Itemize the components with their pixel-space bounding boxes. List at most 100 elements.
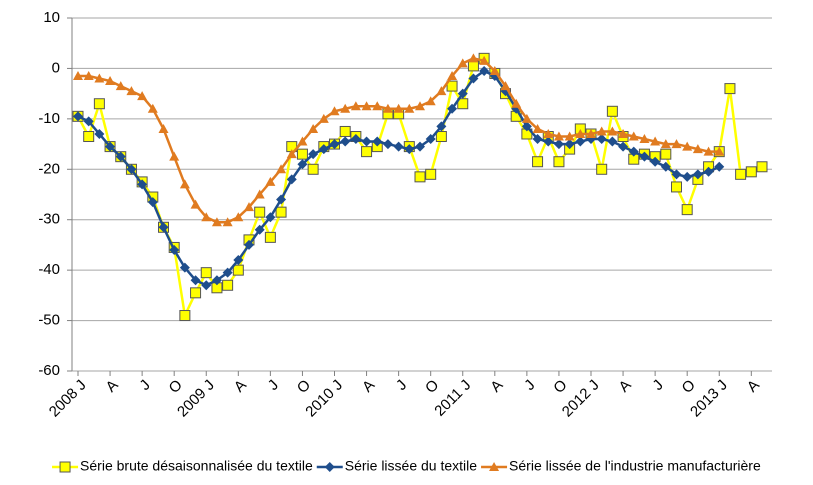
point [404, 144, 415, 155]
point [639, 151, 650, 162]
point [222, 279, 234, 291]
point [115, 81, 126, 91]
x-tick-label: 2009 J [174, 377, 218, 421]
point [564, 131, 575, 141]
point [436, 86, 447, 96]
point [586, 128, 596, 138]
point [467, 60, 479, 72]
point [468, 73, 479, 84]
point [361, 146, 373, 158]
point [179, 310, 191, 322]
point [489, 65, 500, 75]
point [190, 275, 201, 286]
point [105, 141, 116, 152]
x-tick-label: 2010 J [302, 377, 346, 421]
point [607, 136, 618, 147]
point [745, 166, 757, 178]
legend: Série brute désaisonnalisée du textile Sé… [52, 458, 761, 474]
legend-marker [489, 462, 500, 471]
x-tick-label: 2011 J [431, 377, 474, 420]
point [382, 103, 393, 113]
y-tick-label: 10 [43, 9, 60, 26]
point [553, 156, 565, 168]
x-tick-label: J [136, 377, 153, 394]
point [276, 194, 287, 205]
point [308, 123, 319, 133]
point [457, 58, 468, 68]
point [233, 212, 244, 222]
point [425, 96, 436, 106]
legend-label: Série lissée de l'industrie manufacturiè… [509, 458, 761, 474]
point [606, 105, 618, 117]
point [83, 70, 94, 80]
point [671, 139, 682, 149]
point [479, 55, 490, 65]
point [500, 81, 511, 91]
point [340, 136, 351, 147]
point [318, 113, 329, 123]
point [660, 161, 671, 172]
point [254, 189, 265, 199]
point [447, 103, 458, 114]
point [329, 106, 340, 116]
y-tick-label: -60 [38, 362, 60, 379]
x-tick-label: J [521, 377, 538, 394]
x-tick-label: J [265, 377, 282, 394]
point [350, 134, 361, 145]
point [276, 164, 287, 174]
point [724, 83, 736, 95]
point [553, 139, 564, 150]
point [254, 224, 265, 235]
point [296, 148, 308, 160]
point [169, 244, 180, 255]
x-tick-label: 2013 J [687, 377, 731, 421]
x-tick-label: O [550, 377, 570, 397]
point [115, 151, 126, 162]
y-tick-label: -30 [38, 211, 60, 228]
point [521, 121, 532, 132]
point [682, 171, 693, 182]
point [286, 174, 297, 185]
point [435, 131, 447, 143]
point [179, 179, 190, 189]
point [275, 206, 287, 218]
point [457, 88, 468, 99]
point [318, 144, 329, 155]
point [447, 70, 458, 80]
x-tick-label: A [359, 377, 378, 396]
point [169, 151, 180, 161]
legend-marker [324, 462, 335, 472]
point [393, 103, 404, 113]
point [671, 181, 682, 193]
point [425, 168, 437, 180]
point [297, 159, 308, 170]
point [393, 141, 404, 152]
point [339, 125, 351, 137]
point [126, 86, 137, 96]
legend-label: Série lissée du textile [345, 458, 478, 474]
point [105, 76, 116, 86]
point [211, 275, 222, 286]
point [201, 212, 212, 222]
point [147, 197, 158, 208]
point [137, 179, 148, 190]
point [265, 176, 276, 186]
point [415, 141, 425, 152]
point [682, 141, 693, 151]
point [265, 212, 276, 223]
point [382, 139, 393, 150]
point [307, 163, 319, 175]
point [222, 267, 233, 278]
point [126, 164, 137, 175]
point [147, 103, 158, 113]
point [607, 126, 618, 136]
x-tick-label: 2012 J [559, 377, 603, 421]
x-tick-label: A [487, 377, 506, 396]
point [94, 128, 105, 139]
point [692, 144, 703, 154]
point [350, 101, 361, 111]
point [618, 128, 629, 138]
point [73, 111, 83, 122]
point [575, 136, 586, 147]
